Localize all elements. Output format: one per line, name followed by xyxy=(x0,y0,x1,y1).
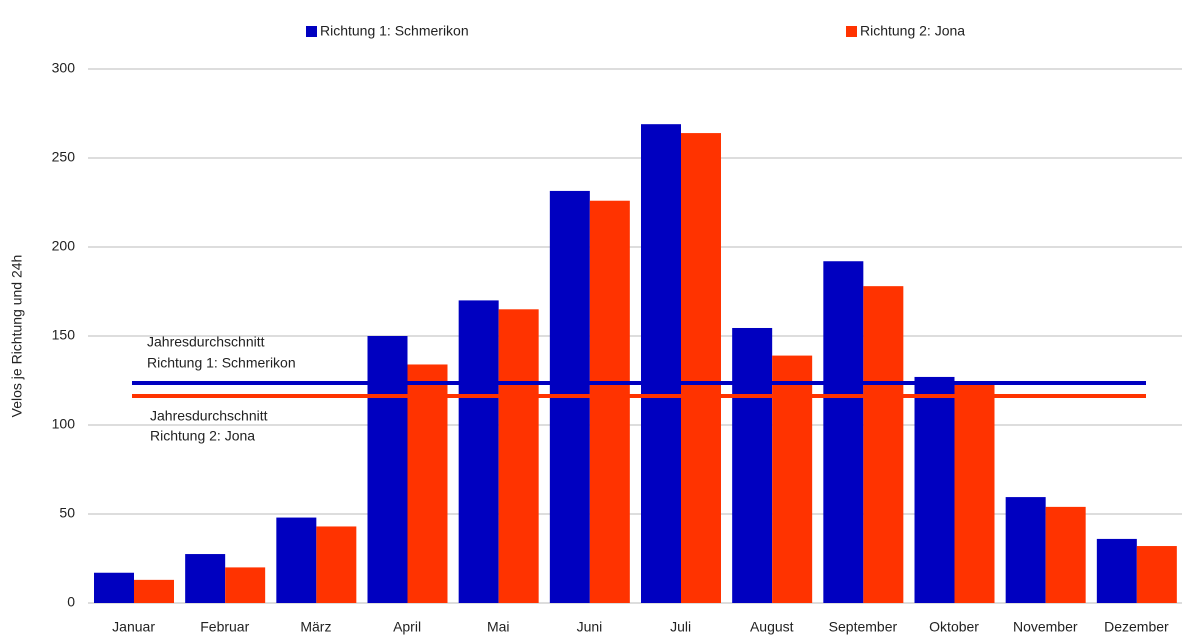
bar xyxy=(276,517,317,603)
bar xyxy=(1136,546,1177,603)
legend-label: Richtung 1: Schmerikon xyxy=(320,23,469,39)
bar xyxy=(732,327,773,603)
bar xyxy=(863,286,904,603)
bar xyxy=(458,300,499,603)
annotation: Jahresdurchschnitt xyxy=(147,334,265,350)
bar xyxy=(498,309,539,603)
y-axis-label: Velos je Richtung und 24h xyxy=(9,255,25,418)
bar xyxy=(1045,506,1086,603)
annotation: Richtung 2: Jona xyxy=(150,428,255,444)
bar xyxy=(316,526,357,603)
x-tick-label: Oktober xyxy=(929,619,979,635)
bar xyxy=(641,124,681,604)
y-tick-label: 0 xyxy=(67,594,75,610)
legend-swatch xyxy=(306,26,317,37)
bar xyxy=(589,200,630,603)
y-tick-label: 200 xyxy=(52,238,76,254)
y-tick-label: 250 xyxy=(52,149,76,165)
x-tick-label: April xyxy=(393,619,421,635)
x-tick-label: Februar xyxy=(200,619,249,635)
y-tick-label: 50 xyxy=(59,505,75,521)
x-tick-label: Mai xyxy=(487,619,510,635)
x-tick-label: August xyxy=(750,619,794,635)
legend-swatch xyxy=(846,26,857,37)
bar xyxy=(681,133,721,603)
bar xyxy=(1096,538,1137,603)
bar xyxy=(407,364,448,603)
x-tick-label: Dezember xyxy=(1104,619,1169,635)
annotation: Richtung 1: Schmerikon xyxy=(147,355,296,371)
bar xyxy=(914,376,955,603)
legend-label: Richtung 2: Jona xyxy=(860,23,965,39)
x-tick-label: September xyxy=(829,619,898,635)
x-tick-label: März xyxy=(300,619,331,635)
bar xyxy=(1005,497,1046,603)
bar xyxy=(823,261,864,603)
y-tick-label: 150 xyxy=(52,327,76,343)
bar xyxy=(134,579,174,603)
annotation: Jahresdurchschnitt xyxy=(150,408,268,424)
bar xyxy=(185,554,226,603)
x-tick-label: Juni xyxy=(577,619,603,635)
y-tick-label: 300 xyxy=(52,60,76,76)
bar xyxy=(954,382,995,603)
bar xyxy=(225,567,266,603)
x-tick-label: Juli xyxy=(670,619,691,635)
x-tick-label: Januar xyxy=(112,619,155,635)
bar xyxy=(367,336,408,603)
x-tick-label: November xyxy=(1013,619,1078,635)
bar xyxy=(772,355,813,603)
bar xyxy=(94,572,134,603)
y-tick-label: 100 xyxy=(52,416,76,432)
